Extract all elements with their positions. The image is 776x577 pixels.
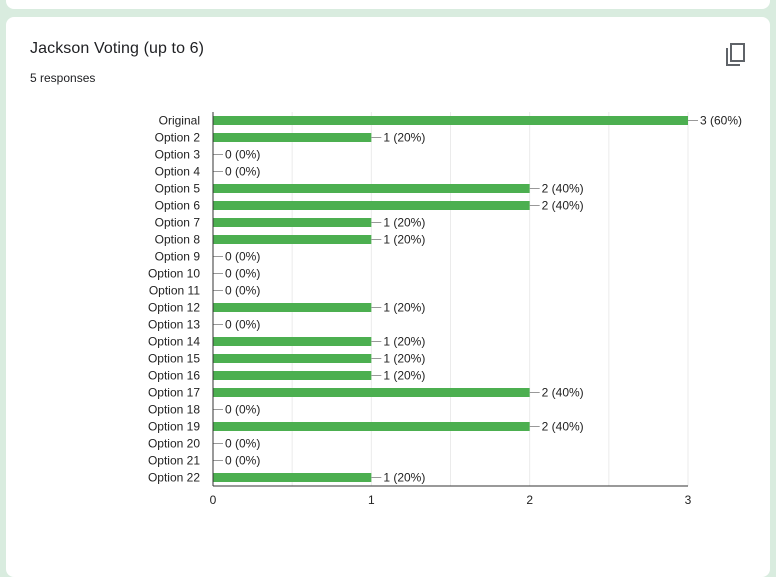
category-label: Option 8 (155, 233, 201, 247)
data-label: 0 (0%) (225, 165, 260, 179)
data-label: 1 (20%) (383, 369, 425, 383)
bar (213, 133, 372, 142)
question-title: Jackson Voting (up to 6) (30, 40, 205, 57)
data-label: 3 (60%) (700, 114, 742, 128)
question-card: Jackson Voting (up to 6) 5 responses (6, 17, 770, 577)
x-tick-label: 2 (526, 493, 533, 507)
category-label: Option 19 (148, 420, 200, 434)
bar-chart: 0 1 2 3 Original 3 (60%) Option 2 1 (20%) Option… (148, 112, 742, 507)
bar (213, 303, 372, 312)
data-label: 1 (20%) (383, 233, 425, 247)
bar (213, 201, 530, 210)
bar (213, 354, 372, 363)
bar (213, 184, 530, 193)
copy-chart-button[interactable] (722, 41, 750, 69)
data-label: 0 (0%) (225, 148, 260, 162)
x-tick-label: 3 (685, 493, 692, 507)
data-label: 1 (20%) (383, 216, 425, 230)
category-label: Option 22 (148, 471, 200, 485)
bar (213, 116, 688, 125)
previous-card (6, 0, 770, 9)
data-label: 2 (40%) (542, 182, 584, 196)
data-label: 1 (20%) (383, 335, 425, 349)
category-label: Option 16 (148, 369, 200, 383)
data-label: 2 (40%) (542, 199, 584, 213)
x-tick-label: 0 (210, 493, 217, 507)
data-label: 0 (0%) (225, 454, 260, 468)
category-label: Option 14 (148, 335, 200, 349)
data-label: 1 (20%) (383, 131, 425, 145)
data-label: 0 (0%) (225, 250, 260, 264)
category-label: Option 5 (155, 182, 201, 196)
response-count: 5 responses (30, 71, 96, 85)
category-label: Option 9 (155, 250, 201, 264)
category-label: Option 4 (155, 165, 201, 179)
data-label: 0 (0%) (225, 267, 260, 281)
category-label: Option 2 (155, 131, 201, 145)
category-label: Option 15 (148, 352, 200, 366)
bar (213, 337, 372, 346)
category-label: Option 20 (148, 437, 200, 451)
data-label: 1 (20%) (383, 301, 425, 315)
category-label: Option 13 (148, 318, 200, 332)
x-tick-label: 1 (368, 493, 375, 507)
data-label: 0 (0%) (225, 284, 260, 298)
data-label: 2 (40%) (542, 386, 584, 400)
data-label: 1 (20%) (383, 471, 425, 485)
data-label: 1 (20%) (383, 352, 425, 366)
data-label: 2 (40%) (542, 420, 584, 434)
copy-icon (726, 43, 745, 66)
category-label: Original (159, 114, 200, 128)
category-label: Option 3 (155, 148, 201, 162)
category-label: Option 17 (148, 386, 200, 400)
bar (213, 218, 372, 227)
bar (213, 473, 372, 482)
category-label: Option 6 (155, 199, 201, 213)
category-label: Option 18 (148, 403, 200, 417)
category-label: Option 21 (148, 454, 200, 468)
category-label: Option 12 (148, 301, 200, 315)
category-label: Option 7 (155, 216, 201, 230)
category-label: Option 11 (149, 284, 200, 298)
data-label: 0 (0%) (225, 318, 260, 332)
data-label: 0 (0%) (225, 437, 260, 451)
bar (213, 422, 530, 431)
category-label: Option 10 (148, 267, 200, 281)
bar (213, 235, 372, 244)
data-label: 0 (0%) (225, 403, 260, 417)
bar (213, 388, 530, 397)
bar (213, 371, 372, 380)
